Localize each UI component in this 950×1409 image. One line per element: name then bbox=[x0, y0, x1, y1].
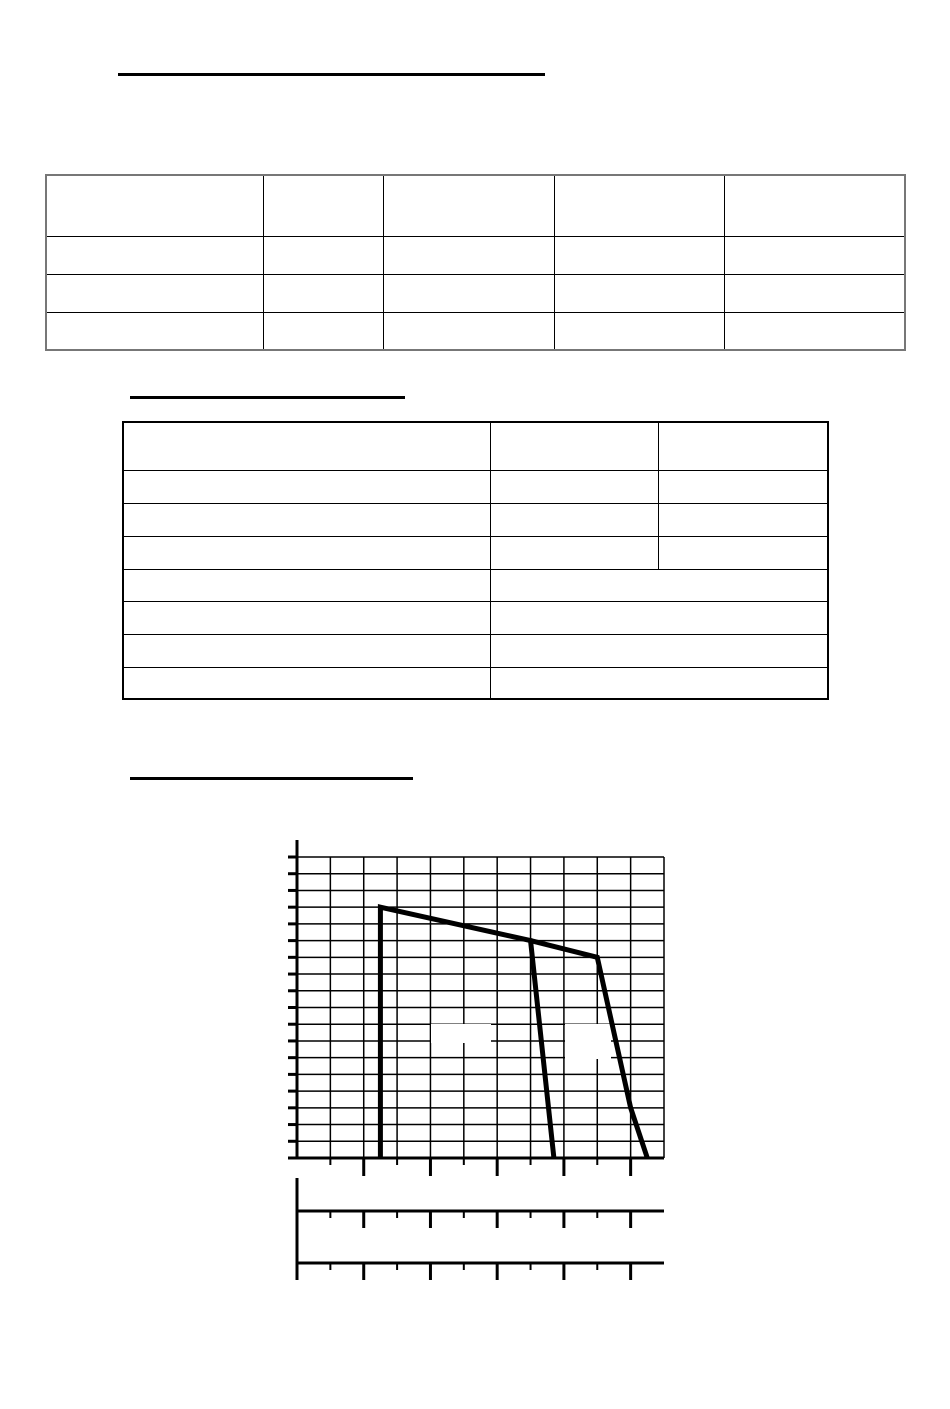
table-cell bbox=[553, 235, 726, 275]
table-cell bbox=[122, 469, 492, 504]
label-gap bbox=[431, 1024, 491, 1043]
label-gap bbox=[565, 1024, 611, 1059]
table-cell bbox=[45, 311, 264, 351]
series-line-1 bbox=[377, 904, 557, 1159]
table-row bbox=[122, 600, 829, 635]
table-cell bbox=[658, 421, 829, 471]
table-2 bbox=[122, 421, 829, 700]
table-cell bbox=[724, 235, 906, 275]
table-row bbox=[122, 421, 829, 471]
table-row bbox=[45, 235, 906, 275]
table-cell bbox=[45, 174, 264, 237]
table-cell bbox=[553, 273, 726, 313]
table-cell bbox=[383, 273, 555, 313]
table-1 bbox=[45, 174, 906, 351]
table-cell bbox=[553, 311, 726, 351]
table-cell bbox=[553, 174, 726, 237]
series-line-2 bbox=[529, 938, 650, 1159]
table-row bbox=[122, 469, 829, 504]
table-cell bbox=[122, 666, 492, 700]
table-cell bbox=[122, 535, 492, 570]
table-cell bbox=[490, 666, 829, 700]
table-cell bbox=[262, 311, 385, 351]
section-heading-3 bbox=[130, 759, 413, 780]
table-cell bbox=[122, 502, 492, 537]
table-cell bbox=[45, 235, 264, 275]
table-cell bbox=[724, 174, 906, 237]
table-cell bbox=[262, 235, 385, 275]
table-row bbox=[122, 502, 829, 537]
table-cell bbox=[262, 174, 385, 237]
table-cell bbox=[262, 273, 385, 313]
table-cell bbox=[724, 311, 906, 351]
section-heading-1 bbox=[118, 55, 545, 76]
table-cell bbox=[383, 311, 555, 351]
table-row bbox=[122, 666, 829, 700]
table-row bbox=[45, 311, 906, 351]
table-row bbox=[45, 273, 906, 313]
table-cell bbox=[383, 235, 555, 275]
section-heading-2 bbox=[130, 378, 405, 399]
table-cell bbox=[122, 568, 492, 602]
